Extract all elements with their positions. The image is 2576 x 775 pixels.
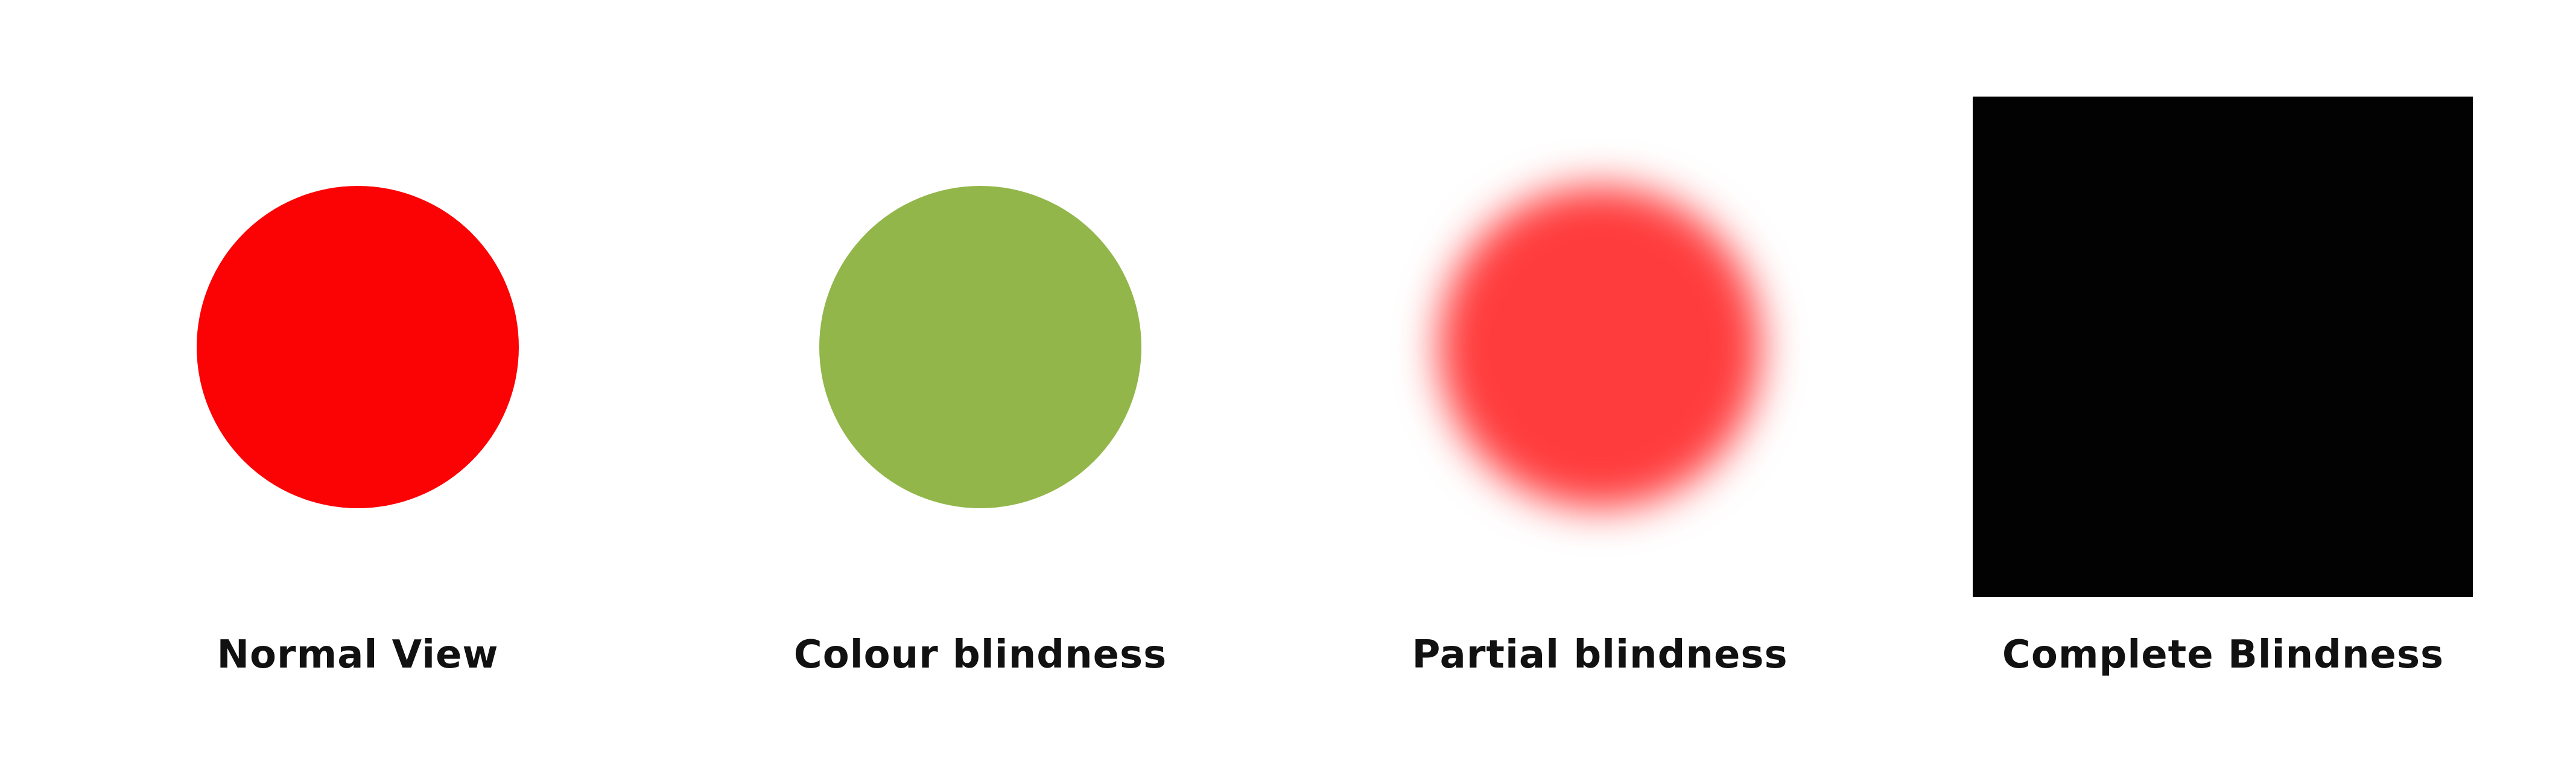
panel-label-normal-view: Normal View: [217, 633, 499, 677]
blurred-red-circle: [1439, 186, 1761, 508]
red-circle: [197, 186, 519, 508]
panel-label-partial-blindness: Partial blindness: [1412, 633, 1788, 677]
panel-label-colour-blindness: Colour blindness: [793, 633, 1167, 677]
panel-label-complete-blindness: Complete Blindness: [2002, 633, 2444, 677]
green-circle: [819, 186, 1141, 508]
black-square: [1973, 97, 2473, 597]
